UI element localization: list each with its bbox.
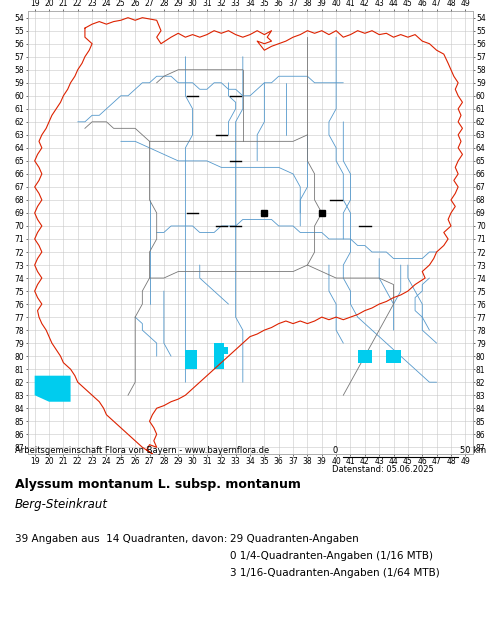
Polygon shape — [222, 347, 228, 353]
Text: Berg-Steinkraut: Berg-Steinkraut — [15, 498, 108, 511]
Polygon shape — [34, 376, 70, 402]
Polygon shape — [386, 350, 400, 363]
Text: 0: 0 — [332, 446, 338, 455]
Text: Alyssum montanum L. subsp. montanum: Alyssum montanum L. subsp. montanum — [15, 478, 301, 491]
Polygon shape — [358, 350, 372, 363]
Text: 50 km: 50 km — [460, 446, 486, 455]
Text: Datenstand: 05.06.2025: Datenstand: 05.06.2025 — [332, 464, 434, 474]
Polygon shape — [186, 350, 197, 369]
Text: 39 Angaben aus  14 Quadranten, davon:: 39 Angaben aus 14 Quadranten, davon: — [15, 534, 228, 544]
Text: 0 1/4-Quadranten-Angaben (1/16 MTB): 0 1/4-Quadranten-Angaben (1/16 MTB) — [230, 551, 433, 561]
Text: 29 Quadranten-Angaben: 29 Quadranten-Angaben — [230, 534, 359, 544]
Text: Arbeitsgemeinschaft Flora von Bayern - www.bayernflora.de: Arbeitsgemeinschaft Flora von Bayern - w… — [15, 446, 269, 455]
Polygon shape — [214, 343, 224, 369]
Text: 3 1/16-Quadranten-Angaben (1/64 MTB): 3 1/16-Quadranten-Angaben (1/64 MTB) — [230, 569, 440, 578]
